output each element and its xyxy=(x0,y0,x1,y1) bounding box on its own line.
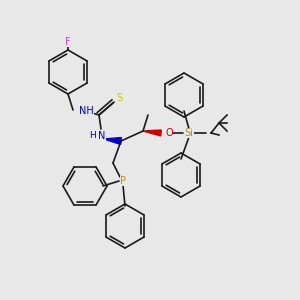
Polygon shape xyxy=(104,137,122,145)
Polygon shape xyxy=(143,130,161,136)
Text: P: P xyxy=(120,176,126,186)
Text: Si: Si xyxy=(184,128,194,138)
Text: N: N xyxy=(98,131,106,141)
Text: NH: NH xyxy=(79,106,94,116)
Text: S: S xyxy=(116,93,122,103)
Text: F: F xyxy=(65,37,71,47)
Text: H: H xyxy=(90,131,96,140)
Text: O: O xyxy=(165,128,173,138)
